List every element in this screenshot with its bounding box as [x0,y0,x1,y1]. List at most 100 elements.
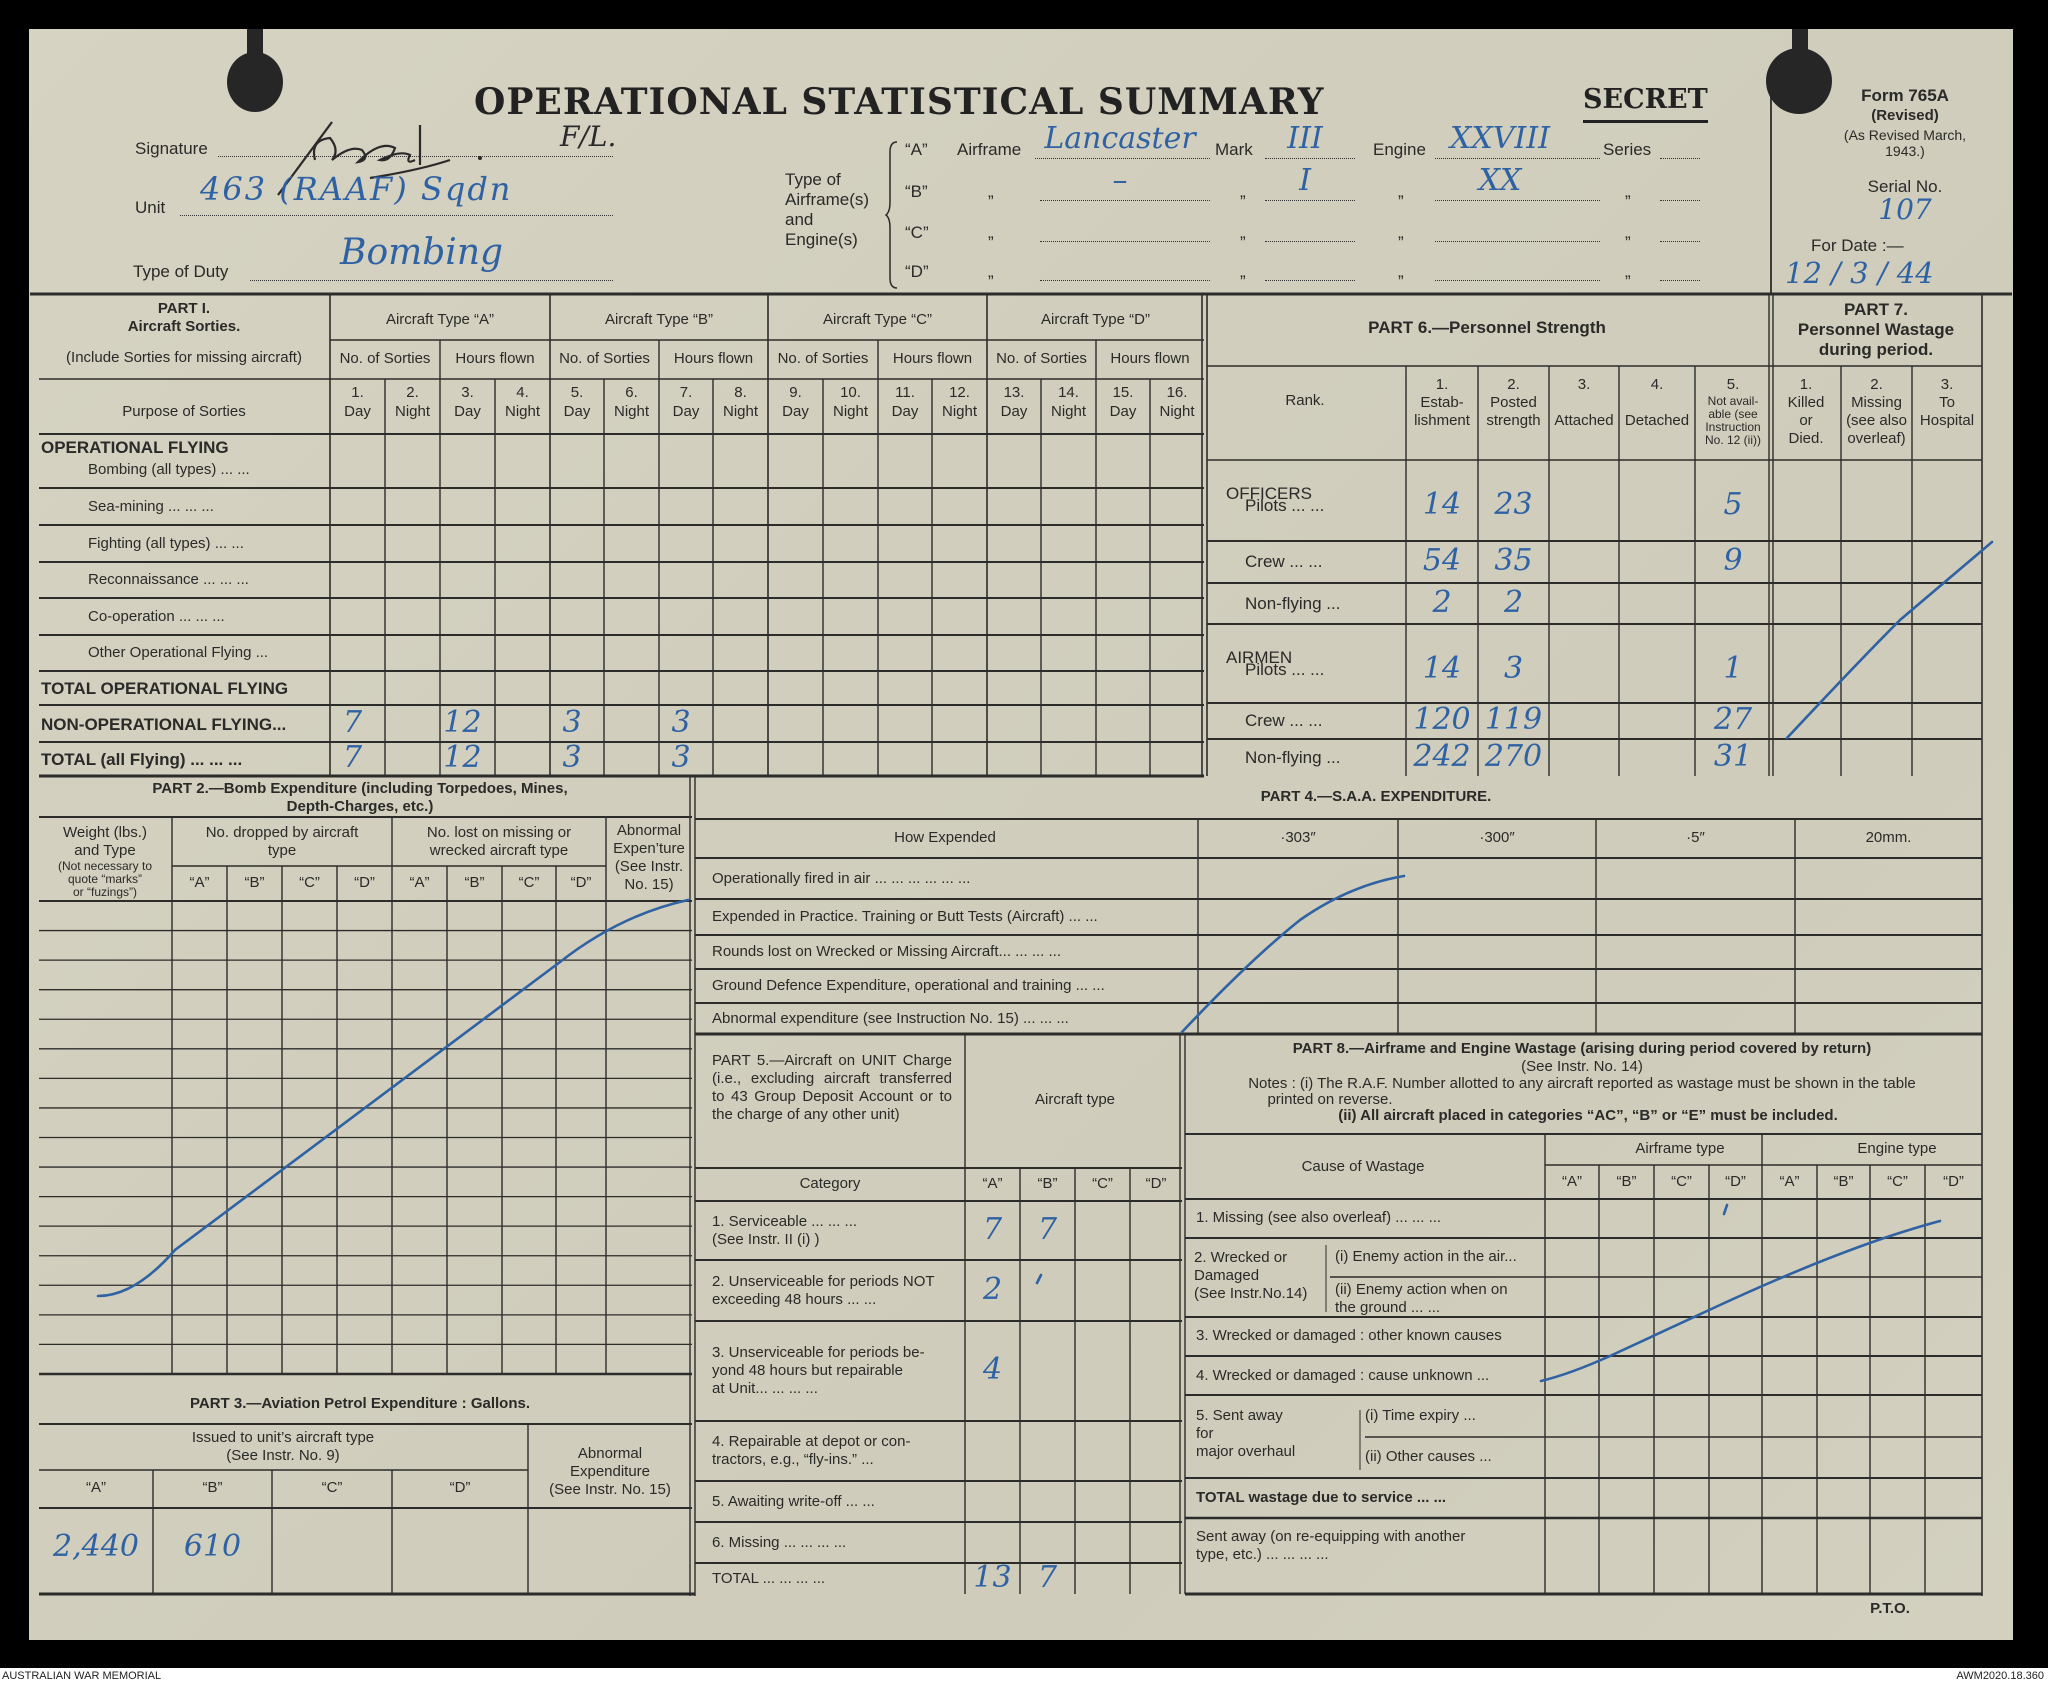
mark-field[interactable] [1265,200,1355,201]
abnormal-header: Abnormal Expen’ture (See Instr. No. 15) [613,822,685,893]
series-field[interactable] [1660,280,1700,281]
expenditure-row-label: Ground Defence Expenditure, operational … [712,977,1105,994]
personnel-value: 120 [1413,702,1471,737]
rank-label: Non-flying ... [1245,593,1341,613]
ditto-mark: „ [1398,182,1404,201]
airframe-row-letter: “A” [905,140,928,159]
wastage-row-other-causes: 3. Wrecked or damaged : other known caus… [1196,1327,1502,1344]
aircraft-letter: “A” [1779,1173,1800,1190]
airframe-type-header: Airframe type [1635,1140,1725,1157]
aircraft-letter: “D” [570,874,592,891]
part7-title: PART 7. Personnel Wastage during period. [1797,300,1955,359]
column-label: Night [394,403,431,420]
airframe-field[interactable] [1035,158,1210,159]
row-label: Reconnaissance ... ... ... [88,571,249,588]
wastage-row-other: (ii) Other causes ... [1365,1448,1492,1465]
expenditure-row-label: Operationally fired in air ... ... ... .… [712,869,971,887]
engine-field[interactable] [1435,241,1600,242]
aircraft-letter: “D” [354,874,375,891]
part1-title: PART I. Aircraft Sorties. [127,300,241,335]
engine-field[interactable] [1435,200,1600,201]
unit-value: 463 (RAAF) Sqdn [200,170,513,208]
row-label: Bombing (all types) ... ... [88,461,250,478]
wastage-row-unknown: 4. Wrecked or damaged : cause unknown ..… [1196,1367,1490,1384]
airframe-field[interactable] [1040,280,1210,281]
personnel-value: 1 [1723,651,1743,686]
airframe-value: – [1112,163,1128,198]
aircraft-letter: “B” [1833,1173,1854,1190]
category-row-label: 4. Repairable at depot or con- tractors,… [712,1433,911,1468]
column-label: Night [832,403,869,420]
column-number: 4. [516,384,529,401]
mark-label: Mark [1215,140,1253,159]
wastage-row-re-equipping: Sent away (on re-equipping with another … [1196,1528,1466,1563]
expenditure-row-label: Abnormal expenditure (see Instruction No… [712,1009,1069,1027]
row-label: Fighting (all types) ... ... [88,534,244,552]
column-number: 9. [789,384,802,401]
aircraft-count: 4 [982,1352,1003,1387]
mark-field[interactable] [1265,280,1355,281]
mark-value: I [1299,163,1311,198]
engine-field[interactable] [1435,158,1600,159]
signature-field[interactable] [218,156,613,157]
aircraft-letter: “C” [1671,1173,1692,1190]
weight-header: Weight (lbs.) and Type [63,824,147,859]
personnel-value: 9 [1723,543,1743,578]
pto-label: P.T.O. [1870,1600,1910,1617]
series-field[interactable] [1660,241,1700,242]
petrol-value: 610 [183,1529,242,1564]
mark-field[interactable] [1265,241,1355,242]
aircraft-letter: “C” [321,1479,343,1496]
aircraft-letter: “B” [244,874,265,891]
hours-header: Hours flown [455,350,535,367]
rank-group-label: AIRMEN [1226,648,1293,667]
form-number: Form 765A [1861,86,1949,105]
ditto-mark: „ [1625,182,1631,201]
category-row-label: TOTAL ... ... ... ... [712,1569,826,1587]
aircraft-letter: “C” [299,874,320,891]
engine-label: Engine [1373,140,1426,159]
duty-value: Bombing [340,232,504,273]
column-number: 2. [406,384,419,401]
unit-field[interactable] [180,215,613,216]
aircraft-letter: “D” [1943,1173,1964,1190]
unit-label: Unit [135,198,166,217]
airframe-field[interactable] [1040,200,1210,201]
aircraft-letter: “A” [86,1479,106,1496]
series-field[interactable] [1660,158,1700,159]
duty-field[interactable] [250,280,613,281]
form-sheet: OPERATIONAL STATISTICAL SUMMARY SECRET F… [29,29,2013,1640]
strike-through-part4 [1180,874,1406,1034]
mark-value: III [1287,121,1323,156]
aircraft-letter: “A” [189,874,210,891]
personnel-value: 119 [1484,702,1543,737]
ditto-mark: „ [1240,262,1246,281]
sorties-header: No. of Sorties [777,350,869,367]
row-label: TOTAL (all Flying) ... ... ... [41,750,243,769]
lost-header: No. lost on missing or wrecked aircraft … [426,824,572,859]
wastage-row-total: TOTAL wastage due to service ... ... [1196,1489,1447,1506]
personnel-column-header: 1. Estab- lishment [1414,376,1470,429]
sortie-value: 3 [562,740,582,775]
series-field[interactable] [1660,200,1700,201]
column-label: Day [344,403,371,420]
rank-label: Crew ... ... [1245,552,1323,571]
classification-label: SECRET [1583,84,1708,123]
airframe-field[interactable] [1040,241,1210,242]
mark-field[interactable] [1265,158,1355,159]
wastage-row-missing: 1. Missing (see also overleaf) ... ... .… [1196,1209,1442,1226]
duty-label: Type of Duty [133,262,229,281]
aircraft-type-group-header: Aircraft Type “C” [823,311,932,328]
aircraft-letter: “C” [518,874,540,891]
part2-title: PART 2.—Bomb Expenditure (including Torp… [152,780,568,815]
aircraft-letter: “A” [409,874,430,891]
issued-header: Issued to unit’s aircraft type (See Inst… [191,1429,375,1464]
ditto-mark: „ [988,262,994,281]
personnel-value: 35 [1494,543,1533,578]
engine-field[interactable] [1435,280,1600,281]
category-row-label: 2. Unserviceable for periods NOT exceedi… [712,1272,935,1308]
column-number: 8. [734,384,747,401]
archive-accession-number: AWM2020.18.360 [1956,1670,2044,1682]
